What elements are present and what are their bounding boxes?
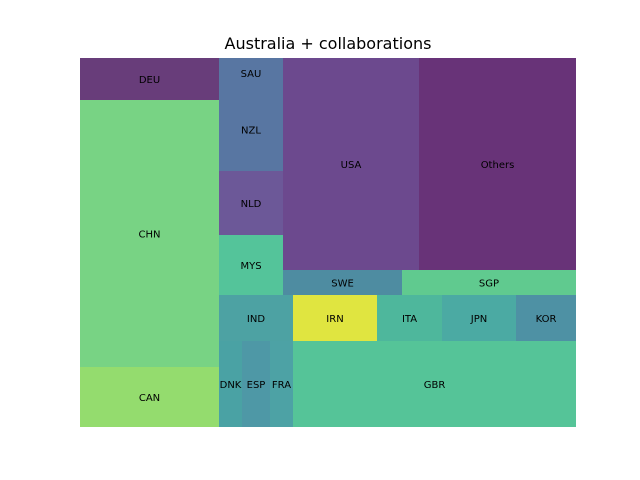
tile-irn <box>293 295 377 341</box>
tile-label-usa: USA <box>341 160 362 171</box>
tile-label-chn: CHN <box>139 230 161 241</box>
tile-label-mys: MYS <box>240 261 261 272</box>
tile-deu <box>80 58 219 100</box>
tile-kor <box>516 295 576 341</box>
tile-nld <box>219 171 283 235</box>
tile-label-jpn: JPN <box>470 314 487 325</box>
tile-esp <box>242 341 270 427</box>
tile-label-esp: ESP <box>247 380 266 391</box>
tile-dnk <box>219 341 242 427</box>
tile-fra <box>270 341 293 427</box>
tile-mys <box>219 235 283 295</box>
tile-label-swe: SWE <box>331 279 354 290</box>
tile-jpn <box>442 295 516 341</box>
tile-label-irn: IRN <box>326 314 343 325</box>
tile-label-fra: FRA <box>272 380 291 391</box>
tile-label-nld: NLD <box>241 199 262 210</box>
tile-gbr <box>293 341 576 427</box>
tile-sau <box>219 58 283 88</box>
tile-ind <box>219 295 293 341</box>
treemap-tiles: DEU CHN CAN SAU NZL NLD MYS USA Others SWE SGP IND I… <box>80 58 576 427</box>
chart-title: Australia + collaborations <box>225 34 432 53</box>
tile-others <box>419 58 576 270</box>
tile-swe <box>283 270 402 295</box>
tile-label-ita: ITA <box>402 314 417 325</box>
tile-chn <box>80 100 219 367</box>
tile-label-gbr: GBR <box>424 380 446 391</box>
tile-label-others: Others <box>481 160 515 171</box>
tile-sgp <box>402 270 576 295</box>
tile-can <box>80 367 219 427</box>
tile-label-sgp: SGP <box>479 279 499 290</box>
tile-label-nzl: NZL <box>241 126 261 137</box>
tile-usa <box>283 58 419 270</box>
tile-label-ind: IND <box>247 314 265 325</box>
tile-ita <box>377 295 442 341</box>
tile-label-kor: KOR <box>536 314 557 325</box>
tile-label-dnk: DNK <box>220 380 242 391</box>
tile-nzl <box>219 88 283 171</box>
tile-label-can: CAN <box>139 393 160 404</box>
tile-label-sau: SAU <box>241 69 262 80</box>
tile-label-deu: DEU <box>139 75 160 86</box>
